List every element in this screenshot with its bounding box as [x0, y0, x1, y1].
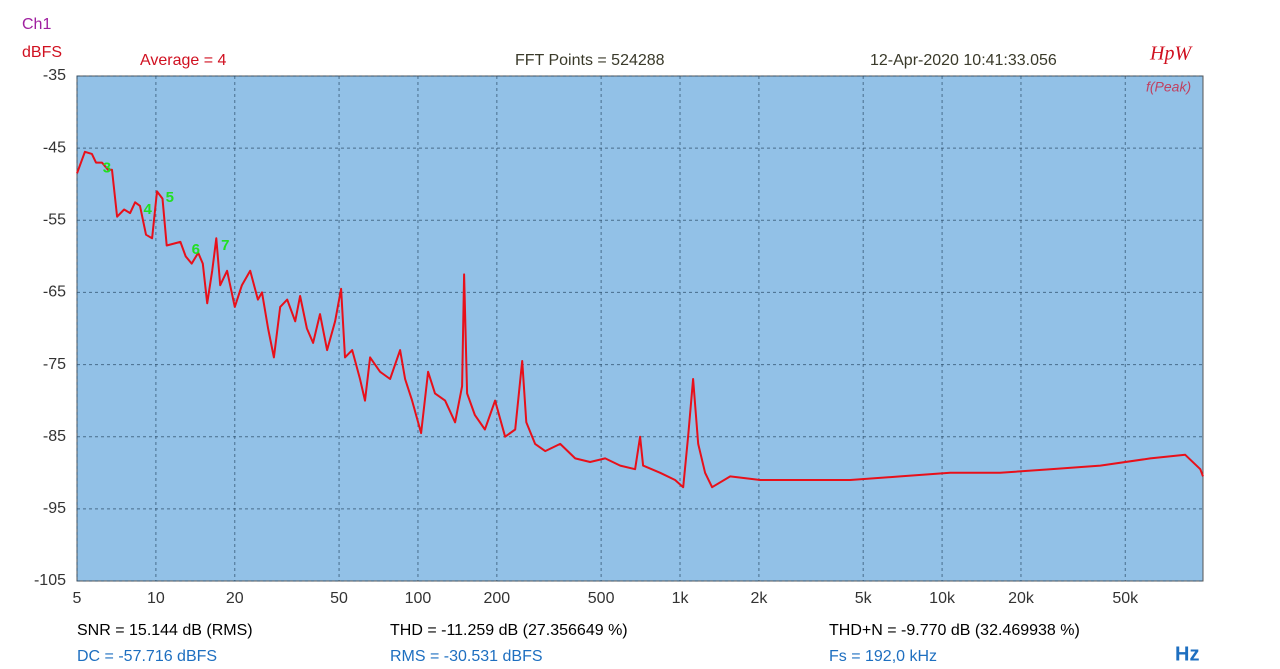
- x-axis-label: Hz: [1175, 643, 1199, 665]
- x-tick-label: 50: [330, 590, 348, 607]
- plot-area: [76, 75, 1204, 582]
- x-tick-label: 5k: [855, 590, 873, 607]
- fft-points-label: FFT Points = 524288: [515, 52, 665, 69]
- snr: SNR = 15.144 dB (RMS): [77, 622, 253, 639]
- dc: DC = -57.716 dBFS: [77, 648, 217, 665]
- y-tick-label: -75: [43, 356, 66, 373]
- x-tick-label: 10: [147, 590, 165, 607]
- rms: RMS = -30.531 dBFS: [390, 648, 543, 665]
- harmonic-marker: 4: [143, 201, 152, 218]
- x-tick-label: 100: [405, 590, 432, 607]
- y-tick-label: -105: [34, 572, 66, 589]
- average-label: Average = 4: [140, 52, 227, 69]
- y-tick-label: -65: [43, 284, 66, 301]
- x-tick-label: 20: [226, 590, 244, 607]
- x-tick-label: 5: [73, 590, 82, 607]
- x-tick-label: 200: [483, 590, 510, 607]
- thdn: THD+N = -9.770 dB (32.469938 %): [829, 622, 1080, 639]
- logo: HpW: [1149, 43, 1193, 65]
- harmonic-marker: 3: [103, 159, 111, 176]
- y-tick-label: -45: [43, 139, 66, 156]
- x-tick-label: 20k: [1008, 590, 1035, 607]
- x-tick-label: 2k: [750, 590, 768, 607]
- y-tick-label: -85: [43, 428, 66, 445]
- x-tick-label: 500: [588, 590, 615, 607]
- timestamp: 12-Apr-2020 10:41:33.056: [870, 52, 1057, 69]
- harmonic-marker: 6: [192, 241, 200, 258]
- mode-label: f(Peak): [1146, 79, 1191, 95]
- thd: THD = -11.259 dB (27.356649 %): [390, 622, 628, 639]
- y-tick-label: -35: [43, 67, 66, 84]
- y-axis-label: dBFS: [22, 44, 62, 61]
- x-tick-label: 10k: [929, 590, 956, 607]
- harmonic-marker: 5: [166, 189, 174, 206]
- x-tick-label: 1k: [672, 590, 690, 607]
- harmonic-marker: 7: [221, 237, 229, 254]
- spectrum-line: [76, 150, 1204, 489]
- fs: Fs = 192,0 kHz: [829, 648, 937, 665]
- x-tick-label: 50k: [1112, 590, 1139, 607]
- y-tick-label: -55: [43, 212, 66, 229]
- channel-label: Ch1: [22, 16, 51, 33]
- y-tick-label: -95: [43, 500, 66, 517]
